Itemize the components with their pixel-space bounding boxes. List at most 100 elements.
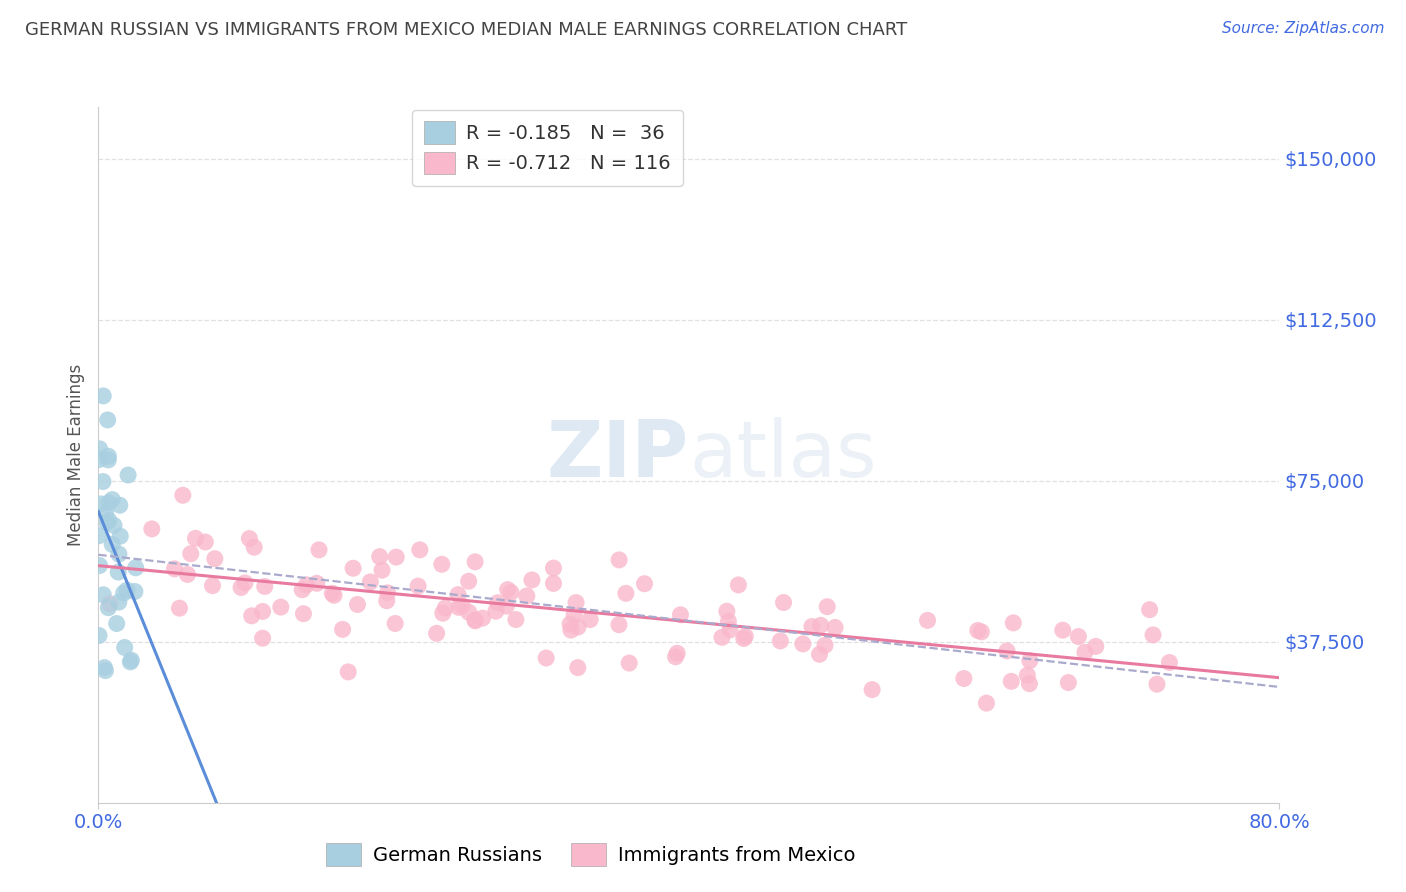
Point xyxy=(194,535,217,549)
Point xyxy=(371,563,394,577)
Point xyxy=(97,450,120,464)
Point xyxy=(94,664,117,678)
Point xyxy=(240,608,263,623)
Point xyxy=(90,497,112,511)
Point xyxy=(180,547,202,561)
Point xyxy=(471,611,494,625)
Point xyxy=(337,665,360,679)
Point xyxy=(108,498,131,512)
Point xyxy=(464,614,486,628)
Point xyxy=(792,637,814,651)
Point xyxy=(769,634,792,648)
Point xyxy=(1052,623,1074,637)
Point xyxy=(375,593,398,607)
Point xyxy=(505,613,527,627)
Point xyxy=(1146,677,1168,691)
Point xyxy=(815,599,838,614)
Point xyxy=(558,617,581,632)
Point xyxy=(733,632,755,646)
Point xyxy=(112,586,135,600)
Point xyxy=(89,442,111,456)
Text: GERMAN RUSSIAN VS IMMIGRANTS FROM MEXICO MEDIAN MALE EARNINGS CORRELATION CHART: GERMAN RUSSIAN VS IMMIGRANTS FROM MEXICO… xyxy=(25,21,907,39)
Point xyxy=(485,604,508,618)
Point xyxy=(717,615,740,629)
Point xyxy=(110,529,132,543)
Point xyxy=(543,561,565,575)
Point xyxy=(567,660,589,674)
Point xyxy=(169,601,191,615)
Point xyxy=(430,558,453,572)
Point xyxy=(368,549,391,564)
Point xyxy=(633,576,655,591)
Point xyxy=(1159,656,1181,670)
Point xyxy=(252,604,274,618)
Point xyxy=(499,585,522,599)
Point xyxy=(96,516,118,530)
Point xyxy=(101,537,124,551)
Point xyxy=(434,601,457,615)
Point xyxy=(734,629,756,643)
Point xyxy=(860,682,883,697)
Point xyxy=(91,389,114,403)
Point xyxy=(229,581,252,595)
Point xyxy=(342,561,364,575)
Point xyxy=(464,613,486,627)
Point xyxy=(87,529,110,543)
Point xyxy=(607,617,630,632)
Point xyxy=(292,607,315,621)
Point xyxy=(486,596,509,610)
Point xyxy=(447,588,470,602)
Point xyxy=(1018,676,1040,690)
Point xyxy=(560,623,582,637)
Point xyxy=(87,452,110,467)
Point xyxy=(824,620,846,634)
Point xyxy=(1084,640,1107,654)
Point xyxy=(457,574,479,589)
Point xyxy=(1000,674,1022,689)
Legend: R = -0.185   N =  36, R = -0.712   N = 116: R = -0.185 N = 36, R = -0.712 N = 116 xyxy=(412,110,682,186)
Point xyxy=(377,586,399,600)
Point xyxy=(89,558,111,573)
Point xyxy=(98,597,121,611)
Point xyxy=(295,578,318,592)
Point xyxy=(664,649,686,664)
Point xyxy=(97,513,120,527)
Point xyxy=(141,522,163,536)
Point xyxy=(432,606,454,620)
Point xyxy=(101,492,124,507)
Point xyxy=(1002,615,1025,630)
Point xyxy=(716,604,738,618)
Point xyxy=(305,576,328,591)
Point xyxy=(617,656,640,670)
Point xyxy=(814,638,837,652)
Point xyxy=(243,540,266,554)
Point xyxy=(332,623,354,637)
Point xyxy=(496,582,519,597)
Point xyxy=(808,648,831,662)
Point xyxy=(384,616,406,631)
Point xyxy=(970,624,993,639)
Point xyxy=(114,640,136,655)
Point xyxy=(270,600,292,615)
Point xyxy=(91,588,114,602)
Point xyxy=(669,607,692,622)
Point xyxy=(1074,645,1097,659)
Point xyxy=(1067,630,1090,644)
Point xyxy=(97,413,120,427)
Point xyxy=(253,579,276,593)
Point xyxy=(614,586,637,600)
Point xyxy=(204,551,226,566)
Point xyxy=(718,623,741,637)
Point xyxy=(666,646,689,660)
Point xyxy=(172,488,194,502)
Point xyxy=(464,555,486,569)
Point xyxy=(103,518,125,533)
Point xyxy=(91,475,114,489)
Point xyxy=(184,531,207,545)
Point xyxy=(252,631,274,645)
Point xyxy=(1139,602,1161,616)
Point xyxy=(579,613,602,627)
Point xyxy=(995,644,1018,658)
Point xyxy=(534,651,557,665)
Point xyxy=(976,696,998,710)
